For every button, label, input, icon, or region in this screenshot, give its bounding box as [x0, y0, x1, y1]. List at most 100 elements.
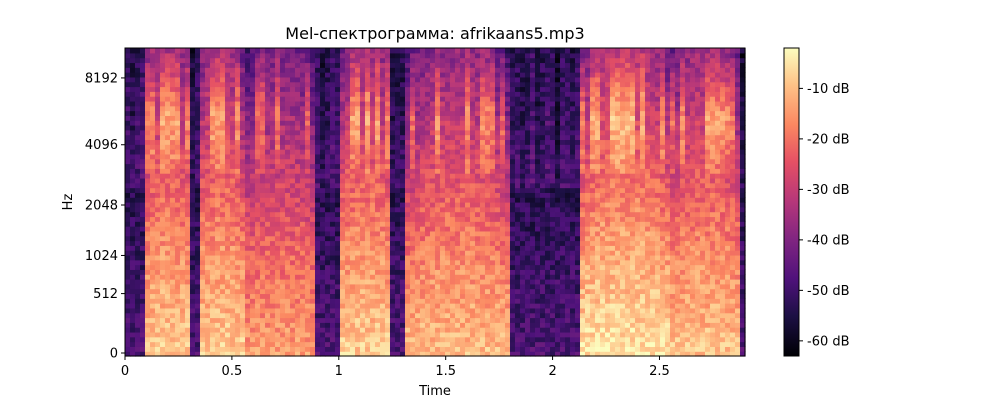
heatmap-cell	[460, 129, 466, 136]
heatmap-cell	[330, 86, 336, 92]
heatmap-cell	[440, 312, 446, 319]
heatmap-cell	[395, 62, 401, 68]
heatmap-cell	[230, 72, 236, 78]
heatmap-cell	[210, 211, 216, 218]
heatmap-cell	[245, 115, 251, 121]
heatmap-cell	[145, 235, 151, 242]
heatmap-cell	[375, 264, 381, 270]
heatmap-cell	[410, 336, 416, 343]
heatmap-cell	[270, 125, 276, 131]
heatmap-cell	[455, 192, 461, 198]
heatmap-cell	[440, 100, 446, 107]
heatmap-cell	[435, 317, 441, 323]
heatmap-cell	[510, 163, 516, 169]
heatmap-cell	[445, 153, 451, 160]
heatmap-cell	[230, 76, 236, 83]
heatmap-cell	[260, 240, 266, 246]
heatmap-cell	[420, 76, 426, 83]
heatmap-cell	[175, 91, 181, 97]
heatmap-cell	[145, 110, 151, 116]
heatmap-cell	[305, 336, 311, 343]
heatmap-cell	[270, 221, 276, 227]
heatmap-cell	[275, 187, 281, 193]
heatmap-cell	[395, 52, 401, 59]
heatmap-cell	[230, 317, 236, 323]
heatmap-cell	[140, 221, 146, 227]
heatmap-cell	[145, 187, 151, 193]
heatmap-cell	[470, 269, 476, 275]
heatmap-cell	[135, 67, 141, 73]
heatmap-cell	[355, 182, 361, 189]
heatmap-cell	[145, 62, 151, 68]
heatmap-cell	[200, 288, 206, 295]
heatmap-cell	[315, 250, 321, 256]
heatmap-cell	[280, 192, 286, 198]
heatmap-cell	[470, 62, 476, 68]
heatmap-cell	[250, 245, 256, 251]
heatmap-cell	[465, 100, 471, 107]
heatmap-cell	[200, 216, 206, 222]
heatmap-cell	[495, 115, 501, 121]
heatmap-cell	[125, 110, 131, 116]
heatmap-cell	[220, 192, 226, 198]
heatmap-cell	[140, 240, 146, 246]
heatmap-cell	[205, 279, 211, 285]
heatmap-cell	[170, 346, 176, 352]
heatmap-cell	[260, 341, 266, 347]
heatmap-cell	[405, 129, 411, 136]
heatmap-cell	[460, 158, 466, 165]
heatmap-cell	[260, 86, 266, 92]
heatmap-cell	[450, 120, 456, 126]
heatmap-cell	[135, 254, 141, 261]
heatmap-cell	[200, 115, 206, 121]
heatmap-cell	[490, 322, 496, 328]
heatmap-cell	[345, 283, 351, 290]
heatmap-cell	[500, 245, 506, 251]
heatmap-cell	[490, 197, 496, 203]
heatmap-cell	[195, 192, 201, 198]
heatmap-cell	[470, 52, 476, 59]
heatmap-cell	[155, 177, 161, 184]
heatmap-cell	[290, 115, 296, 121]
heatmap-cell	[505, 115, 511, 121]
heatmap-cell	[480, 341, 486, 347]
heatmap-cell	[355, 57, 361, 64]
heatmap-cell	[435, 235, 441, 242]
heatmap-cell	[365, 206, 371, 213]
heatmap-cell	[340, 100, 346, 107]
heatmap-cell	[190, 67, 196, 73]
heatmap-cell	[380, 129, 386, 136]
heatmap-cell	[485, 240, 491, 246]
heatmap-cell	[220, 245, 226, 251]
heatmap-cell	[430, 197, 436, 203]
heatmap-cell	[365, 230, 371, 237]
heatmap-cell	[360, 149, 366, 155]
heatmap-cell	[190, 149, 196, 155]
heatmap-cell	[285, 259, 291, 266]
heatmap-cell	[445, 283, 451, 290]
heatmap-cell	[285, 274, 291, 280]
heatmap-cell	[505, 72, 511, 78]
heatmap-cell	[285, 149, 291, 155]
heatmap-cell	[405, 269, 411, 275]
heatmap-cell	[510, 168, 516, 174]
heatmap-cell	[350, 351, 356, 357]
heatmap-cell	[365, 293, 371, 299]
heatmap-cell	[315, 173, 321, 179]
heatmap-cell	[270, 226, 276, 232]
heatmap-cell	[285, 312, 291, 319]
heatmap-cell	[210, 197, 216, 203]
heatmap-cell	[140, 182, 146, 189]
heatmap-cell	[330, 110, 336, 116]
heatmap-cell	[330, 298, 336, 304]
heatmap-cell	[290, 177, 296, 184]
heatmap-cell	[125, 62, 131, 68]
heatmap-cell	[335, 206, 341, 213]
heatmap-cell	[385, 62, 391, 68]
heatmap-cell	[475, 158, 481, 165]
heatmap-cell	[395, 110, 401, 116]
heatmap-cell	[375, 125, 381, 131]
heatmap-cell	[350, 120, 356, 126]
heatmap-cell	[415, 173, 421, 179]
heatmap-cell	[410, 202, 416, 208]
